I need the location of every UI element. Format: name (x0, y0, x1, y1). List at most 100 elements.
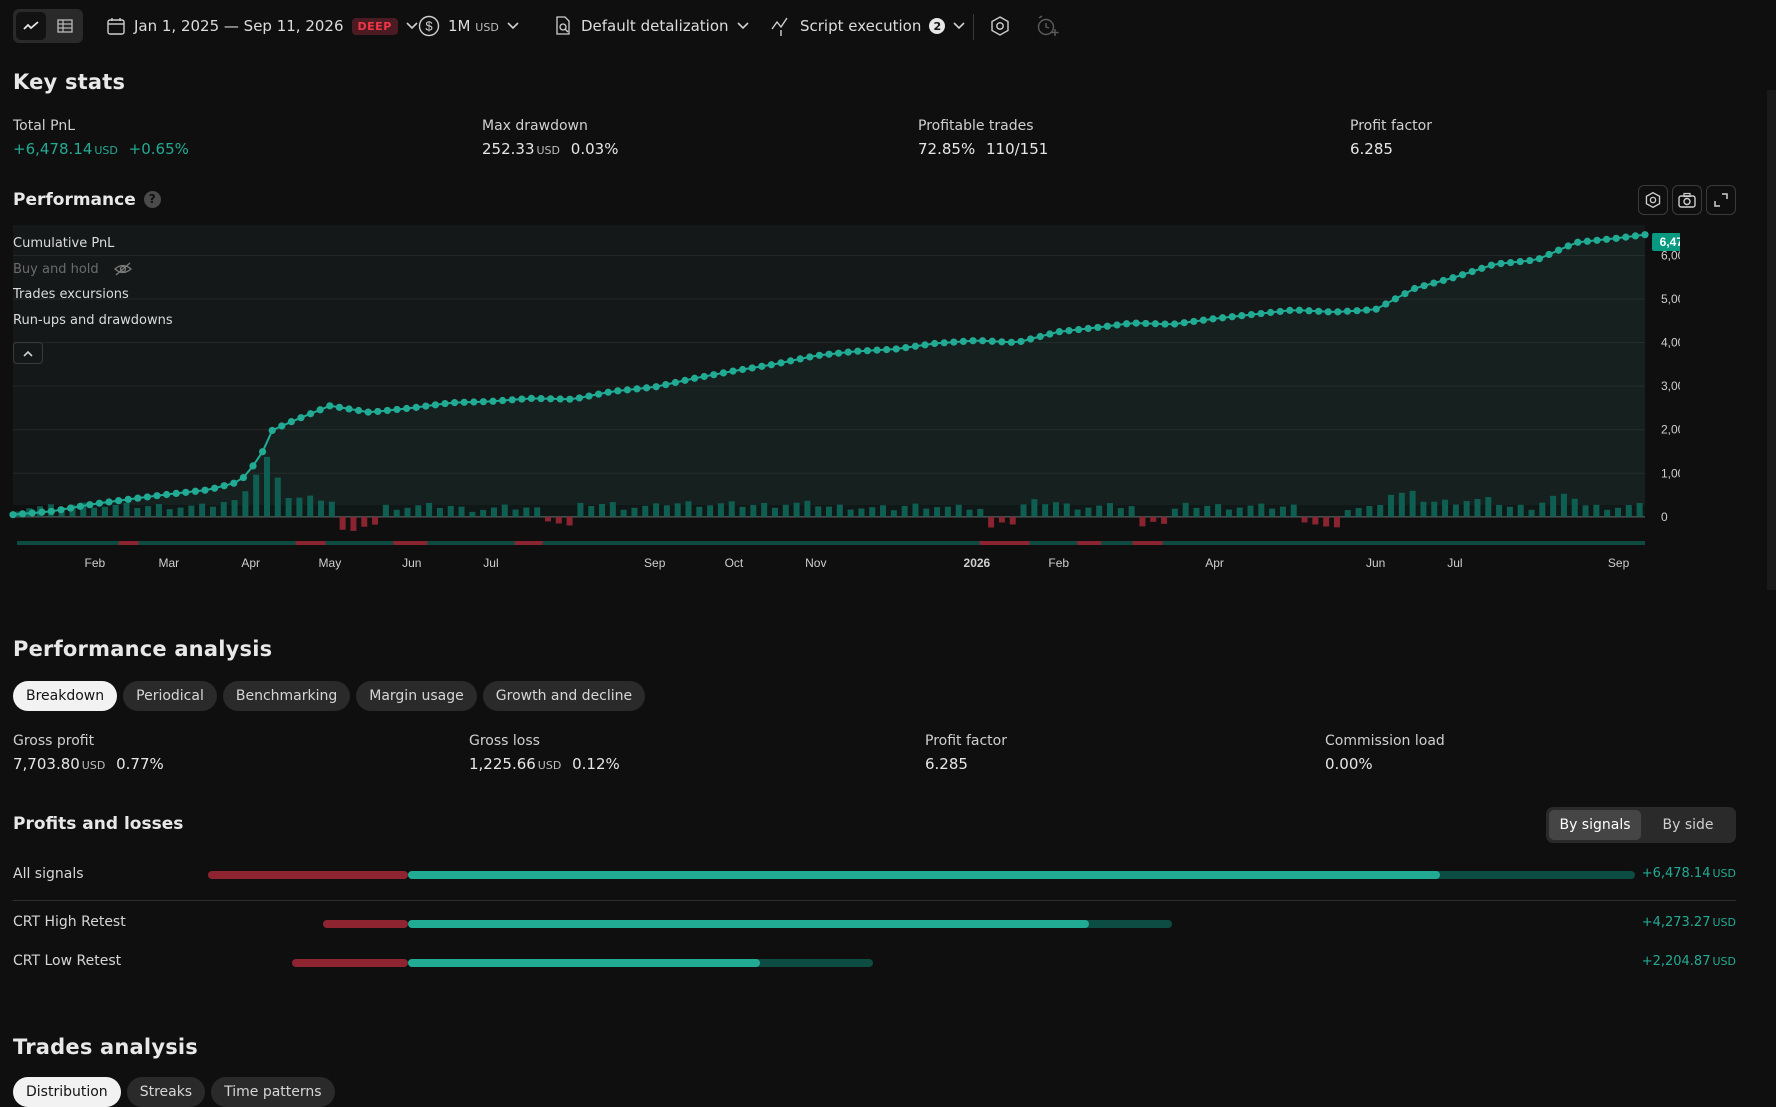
chart-settings-button[interactable] (1638, 185, 1668, 215)
pnl-point (1439, 276, 1447, 285)
crt-high-amount: +4,273.27 (1641, 915, 1711, 930)
pnl-point (1420, 282, 1428, 290)
legend-cumulative-pnl[interactable]: Cumulative PnL (13, 236, 115, 251)
pnl-point (815, 351, 824, 359)
trade-bar (1333, 516, 1340, 528)
legend-trades-excursions[interactable]: Trades excursions (13, 287, 129, 302)
fullscreen-button[interactable] (1706, 185, 1736, 215)
last-value-box (1652, 233, 1680, 251)
pnl-point (1487, 261, 1495, 269)
pnl-point (470, 398, 478, 406)
profits-losses-title: Profits and losses (13, 814, 184, 834)
trade-bar (1107, 503, 1114, 517)
pnl-point (873, 346, 881, 354)
pnl-point (1027, 335, 1035, 343)
y-tick-label: 3,000.00 (1661, 379, 1680, 393)
collapse-legend-button[interactable] (13, 342, 43, 364)
crt-low-value: +2,204.87 USD (1642, 954, 1736, 969)
max-drawdown-unit: USD (536, 144, 561, 157)
pnl-point (806, 353, 814, 361)
total-pnl-pct: +0.65% (128, 140, 189, 158)
screenshot-button[interactable] (1672, 185, 1702, 215)
pnl-point (431, 401, 439, 409)
chart-view-button[interactable] (16, 12, 46, 40)
pnl-point (700, 372, 708, 381)
legend-runups-drawdowns[interactable]: Run-ups and drawdowns (13, 313, 173, 328)
trade-bar (761, 502, 768, 517)
tab-time-patterns[interactable]: Time patterns (211, 1077, 335, 1107)
by-signals-button[interactable]: By signals (1549, 810, 1641, 840)
performance-title-text: Performance (13, 190, 136, 210)
legend-buy-and-hold[interactable]: Buy and hold (13, 262, 133, 277)
pnl-point (1535, 255, 1543, 263)
scrollbar-track[interactable] (1767, 90, 1776, 590)
trade-bar (1560, 493, 1567, 517)
strip-drawdown (1132, 541, 1163, 545)
tab-streaks[interactable]: Streaks (126, 1077, 206, 1107)
tab-growth-and-decline[interactable]: Growth and decline (482, 681, 646, 711)
last-value-marker: 6,478.14 (1652, 233, 1680, 251)
trade-bar (231, 500, 238, 517)
pnl-point (1449, 274, 1457, 282)
x-tick-label: Jun (1366, 556, 1385, 570)
trade-bar (134, 507, 141, 517)
trade-bar (263, 456, 270, 517)
date-range-selector[interactable]: Jan 1, 2025 — Sep 11, 2026 DEEP (106, 10, 418, 42)
capital-selector[interactable]: $ 1M USD (418, 10, 519, 42)
pnl-point (1612, 234, 1620, 242)
pnl-point (1334, 308, 1342, 316)
pnl-point (143, 493, 151, 501)
trade-bar (177, 507, 184, 517)
view-toggle (13, 9, 83, 43)
by-side-button[interactable]: By side (1662, 817, 1714, 833)
camera-icon (1678, 192, 1696, 208)
pnl-point (1094, 323, 1102, 332)
gross-loss-unit: USD (537, 759, 562, 772)
script-execution-count: 2 (929, 18, 946, 34)
pnl-point (1411, 284, 1419, 293)
eye-hidden-icon[interactable] (113, 262, 133, 276)
pnl-point (863, 347, 872, 355)
detalization-selector[interactable]: Default detalization (553, 10, 749, 42)
trade-bar (771, 507, 778, 517)
tab-periodical[interactable]: Periodical (123, 681, 217, 711)
trade-bar (966, 509, 973, 517)
settings-button[interactable] (989, 10, 1011, 42)
pnl-point (1219, 314, 1227, 322)
tab-breakdown[interactable]: Breakdown (13, 681, 118, 711)
key-stats-title: Key stats (13, 70, 126, 94)
pnl-point (1305, 307, 1313, 315)
chevron-down-icon (507, 22, 519, 30)
commission-load-label: Commission load (1325, 733, 1445, 749)
trade-bar (1052, 502, 1059, 517)
table-view-button[interactable] (50, 12, 80, 40)
pnl-point (345, 405, 353, 413)
trade-bar (1398, 492, 1405, 517)
tab-distribution[interactable]: Distribution (13, 1077, 121, 1107)
all-signals-amount: +6,478.14 (1641, 866, 1711, 881)
crt-low-amount: +2,204.87 (1641, 954, 1711, 969)
trade-bar (188, 505, 195, 517)
trade-bar (1247, 505, 1254, 517)
pnl-point (691, 374, 699, 382)
trade-bar (1279, 506, 1286, 517)
script-execution-selector[interactable]: Script execution 2 (770, 10, 965, 42)
trade-bar (404, 507, 411, 517)
trade-bar (361, 516, 368, 527)
pnl-point (278, 422, 286, 430)
add-alert-button[interactable] (1036, 10, 1060, 42)
profitable-trades-label: Profitable trades (918, 118, 1034, 134)
pnl-point (422, 402, 430, 410)
trade-bar (717, 503, 724, 517)
gross-loss-label: Gross loss (469, 733, 540, 749)
trade-bar (1225, 509, 1232, 517)
tab-benchmarking[interactable]: Benchmarking (222, 681, 351, 711)
trade-bar (847, 509, 854, 517)
pnl-point (566, 395, 574, 403)
help-icon[interactable]: ? (143, 190, 161, 208)
trade-bar (1193, 507, 1200, 517)
trade-bar (653, 503, 660, 517)
pnl-point (163, 490, 171, 499)
tab-margin-usage[interactable]: Margin usage (356, 681, 477, 711)
gross-profit-value: 7,703.80 (13, 755, 80, 773)
